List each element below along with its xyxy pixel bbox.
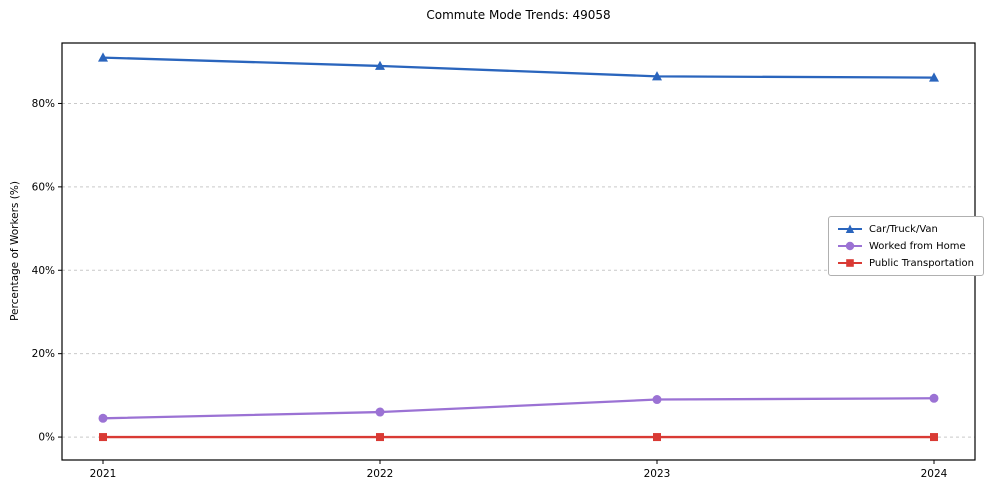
data-point-square (653, 433, 661, 442)
y-tick-label: 0% (38, 432, 55, 444)
y-tick-label: 20% (32, 348, 55, 360)
x-tick-label: 2024 (921, 468, 948, 480)
data-point-circle (652, 395, 662, 405)
chart-legend: Car/Truck/Van Worked from Home Public Tr… (828, 216, 984, 276)
data-point-circle (98, 413, 108, 423)
y-tick-label: 80% (32, 98, 55, 110)
data-point-triangle (652, 71, 662, 81)
legend-sample-worked-from-home (838, 241, 862, 251)
square-marker-icon (846, 259, 854, 267)
x-tick-label: 2021 (90, 468, 117, 480)
legend-label: Worked from Home (869, 240, 966, 252)
data-point-triangle (929, 72, 939, 82)
data-point-square (930, 433, 938, 442)
legend-entry-car-truck-van: Car/Truck/Van (837, 223, 974, 235)
triangle-marker-icon (845, 224, 855, 233)
data-point-circle (929, 393, 939, 403)
data-point-square (99, 433, 107, 442)
y-tick-label: 60% (32, 181, 55, 193)
legend-entry-worked-from-home: Worked from Home (837, 240, 974, 252)
data-point-triangle (375, 60, 385, 70)
legend-entry-public-transportation: Public Transportation (837, 257, 974, 269)
legend-label: Car/Truck/Van (869, 223, 938, 235)
chart-title: Commute Mode Trends: 49058 (426, 8, 611, 22)
y-tick-label: 40% (32, 265, 55, 277)
series-line (101, 397, 936, 420)
data-point-circle (375, 407, 385, 417)
circle-marker-icon (845, 241, 855, 251)
legend-sample-public-transportation (838, 259, 862, 267)
legend-label: Public Transportation (869, 257, 974, 269)
data-point-square (376, 433, 384, 442)
series-line (101, 56, 936, 79)
x-tick-label: 2022 (367, 468, 394, 480)
x-tick-label: 2023 (644, 468, 671, 480)
data-point-triangle (98, 52, 108, 62)
legend-sample-car-truck-van (838, 224, 862, 233)
